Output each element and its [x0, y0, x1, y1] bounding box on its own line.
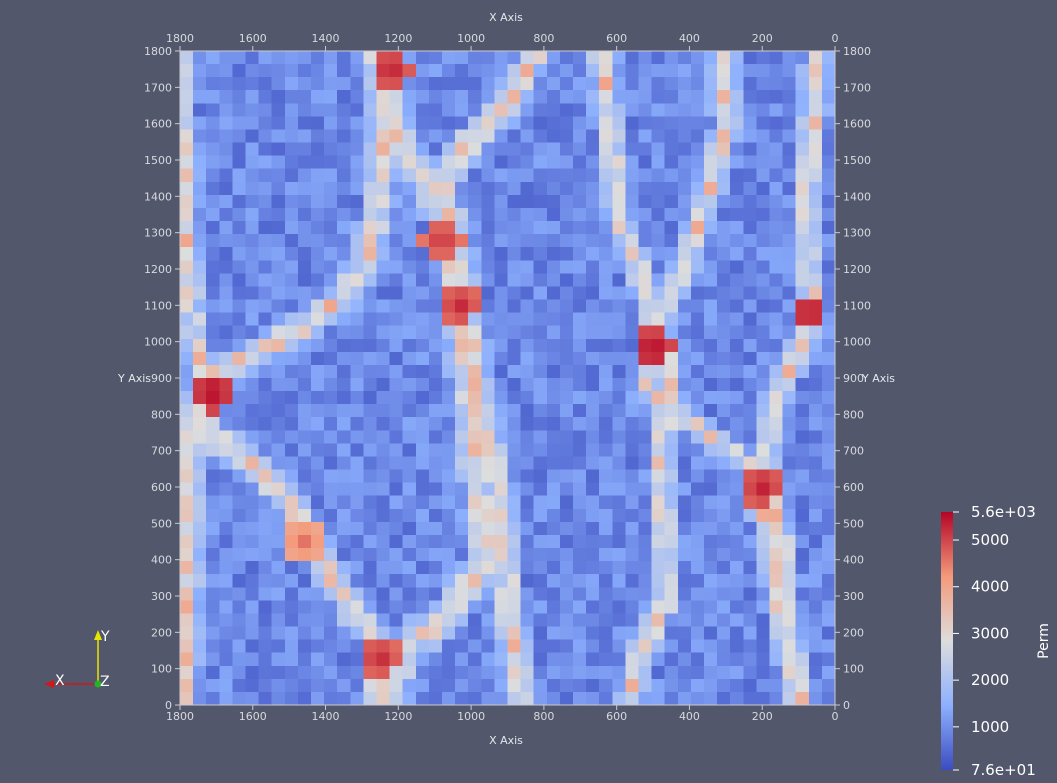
axes-frame	[179, 50, 836, 706]
x-ticks-top: 1800 1600 1400 1200 1000 800 600 400 200 0	[166, 32, 839, 51]
x-tick-label: 400	[679, 710, 700, 723]
y-tick-label: 800	[843, 408, 864, 421]
y-tick-label: 0	[843, 699, 850, 712]
y-tick-label: 1200	[144, 263, 172, 276]
x-tick-label: 1000	[457, 710, 485, 723]
colorbar-tick-label: 4000	[971, 578, 1009, 596]
y-tick-label: 400	[151, 554, 172, 567]
y-tick-label: 100	[151, 663, 172, 676]
colorbar-max-label: 5.6e+03	[971, 503, 1036, 521]
y-tick-label: 1400	[843, 190, 871, 203]
y-ticks-right: 0 100 200 300 400 500 600 700 800 900 1000 1100 1200…	[835, 45, 871, 712]
y-tick-label: 700	[843, 445, 864, 458]
x-tick-label: 400	[679, 32, 700, 45]
orientation-x-label: X	[55, 673, 65, 689]
y-tick-label: 1500	[144, 154, 172, 167]
x-tick-label: 1200	[384, 32, 412, 45]
y-tick-label: 1500	[843, 154, 871, 167]
y-tick-label: 1700	[843, 81, 871, 94]
y-tick-label: 1000	[843, 336, 871, 349]
x-tick-label: 600	[606, 710, 627, 723]
y-tick-label: 1300	[843, 227, 871, 240]
y-tick-label: 1300	[144, 227, 172, 240]
y-tick-label: 700	[151, 445, 172, 458]
x-tick-label: 600	[606, 32, 627, 45]
colorbar-tick-label: 1000	[971, 718, 1009, 736]
y-arrowhead-icon	[94, 630, 102, 640]
y-tick-label: 1000	[144, 336, 172, 349]
y-tick-label: 1700	[144, 81, 172, 94]
colorbar-ticks: 1000 2000 3000 4000 5000	[953, 511, 1009, 771]
colorbar-title: Perm	[1036, 623, 1052, 659]
x-tick-label: 1600	[239, 710, 267, 723]
x-axis-title-top: X Axis	[489, 11, 523, 24]
x-tick-label: 0	[832, 32, 839, 45]
orientation-z-label: Z	[100, 674, 110, 690]
y-tick-label: 300	[151, 590, 172, 603]
y-ticks-left: 0 100 200 300 400 500 600 700 800 900 1000 1100 1200…	[144, 45, 180, 712]
x-tick-label: 200	[752, 710, 773, 723]
colorbar-scale	[941, 512, 953, 770]
y-tick-label: 900	[151, 372, 172, 385]
x-tick-label: 1400	[312, 710, 340, 723]
x-tick-label: 800	[533, 32, 554, 45]
y-tick-label: 900	[843, 372, 864, 385]
x-tick-label: 200	[752, 32, 773, 45]
x-tick-label: 1200	[384, 710, 412, 723]
y-tick-label: 1100	[144, 299, 172, 312]
x-tick-label: 1800	[166, 710, 194, 723]
orientation-y-label: Y	[100, 629, 110, 645]
y-axis-title-right: Y Axis	[861, 372, 895, 385]
y-tick-label: 200	[843, 626, 864, 639]
y-tick-label: 500	[151, 517, 172, 530]
z-axis-dot-icon	[94, 680, 102, 688]
x-arrowhead-icon	[44, 680, 54, 688]
colorbar-tick-label: 5000	[971, 531, 1009, 549]
colorbar-tick-label: 2000	[971, 671, 1009, 689]
y-tick-label: 400	[843, 554, 864, 567]
y-tick-label: 800	[151, 408, 172, 421]
y-tick-label: 1200	[843, 263, 871, 276]
y-tick-label: 200	[151, 626, 172, 639]
y-tick-label: 100	[843, 663, 864, 676]
x-tick-label: 1800	[166, 32, 194, 45]
y-tick-label: 0	[165, 699, 172, 712]
x-ticks-bottom: 1800 1600 1400 1200 1000 800 600 400 200 0	[166, 705, 839, 723]
y-tick-label: 600	[843, 481, 864, 494]
orientation-axes-widget[interactable]: Y X Z	[44, 629, 110, 690]
x-tick-label: 0	[832, 710, 839, 723]
x-tick-label: 800	[533, 710, 554, 723]
colorbar-min-label: 7.6e+01	[971, 761, 1036, 779]
x-tick-label: 1400	[312, 32, 340, 45]
colorbar-tick-label: 3000	[971, 624, 1009, 642]
perm-heatmap	[180, 51, 835, 705]
y-tick-label: 1600	[843, 118, 871, 131]
y-tick-label: 1800	[144, 45, 172, 58]
y-tick-label: 1100	[843, 299, 871, 312]
y-tick-label: 600	[151, 481, 172, 494]
x-tick-label: 1000	[457, 32, 485, 45]
y-tick-label: 500	[843, 517, 864, 530]
x-tick-label: 1600	[239, 32, 267, 45]
y-tick-label: 1400	[144, 190, 172, 203]
y-tick-label: 1800	[843, 45, 871, 58]
y-tick-label: 1600	[144, 118, 172, 131]
y-axis-title-left: Y Axis	[117, 372, 151, 385]
x-axis-title-bottom: X Axis	[489, 734, 523, 747]
y-tick-label: 300	[843, 590, 864, 603]
colorbar[interactable]: 1000 2000 3000 4000 5000 5.6e+03 7.6e+01 Per…	[941, 503, 1052, 779]
